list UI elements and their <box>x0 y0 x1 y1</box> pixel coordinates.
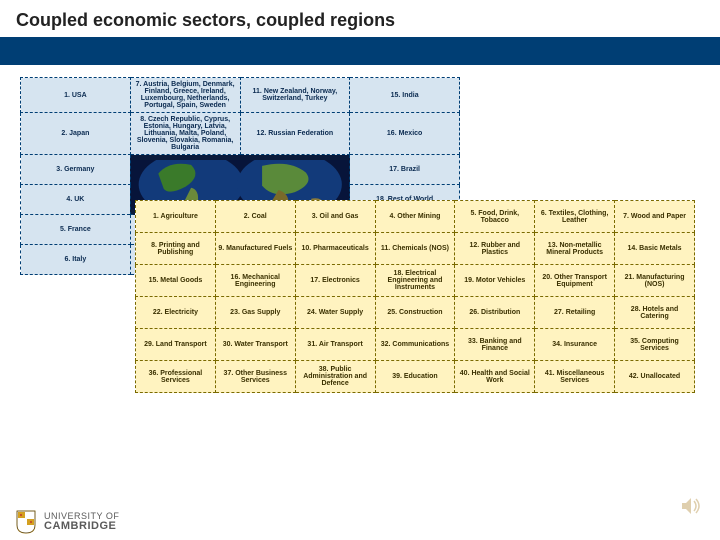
sector-cell: 21. Manufacturing (NOS) <box>615 265 695 297</box>
region-cell: 5. France <box>21 215 131 245</box>
sector-cell: 3. Oil and Gas <box>295 201 375 233</box>
sector-cell: 9. Manufactured Fuels <box>215 233 295 265</box>
sector-cell: 41. Miscellaneous Services <box>535 361 615 393</box>
sector-cell: 42. Unallocated <box>615 361 695 393</box>
sector-cell: 1. Agriculture <box>136 201 216 233</box>
sector-cell: 31. Air Transport <box>295 329 375 361</box>
sector-cell: 29. Land Transport <box>136 329 216 361</box>
sector-cell: 11. Chemicals (NOS) <box>375 233 455 265</box>
content-area: 1. USA7. Austria, Belgium, Denmark, Finl… <box>0 65 720 285</box>
region-cell: 15. India <box>350 78 460 113</box>
sector-cell: 23. Gas Supply <box>215 297 295 329</box>
sector-cell: 8. Printing and Publishing <box>136 233 216 265</box>
sectors-table: 1. Agriculture2. Coal3. Oil and Gas4. Ot… <box>135 200 695 393</box>
sector-cell: 6. Textiles, Clothing, Leather <box>535 201 615 233</box>
sector-cell: 13. Non-metallic Mineral Products <box>535 233 615 265</box>
sector-cell: 25. Construction <box>375 297 455 329</box>
sector-cell: 22. Electricity <box>136 297 216 329</box>
sector-cell: 20. Other Transport Equipment <box>535 265 615 297</box>
university-wordmark: UNIVERSITY OF CAMBRIDGE <box>44 512 119 533</box>
sector-cell: 40. Health and Social Work <box>455 361 535 393</box>
university-line2: CAMBRIDGE <box>44 521 119 533</box>
sector-cell: 2. Coal <box>215 201 295 233</box>
sector-cell: 27. Retailing <box>535 297 615 329</box>
sector-cell: 33. Banking and Finance <box>455 329 535 361</box>
region-cell: 17. Brazil <box>350 155 460 185</box>
sector-cell: 26. Distribution <box>455 297 535 329</box>
sector-cell: 24. Water Supply <box>295 297 375 329</box>
sector-cell: 30. Water Transport <box>215 329 295 361</box>
region-cell: 1. USA <box>21 78 131 113</box>
region-cell: 16. Mexico <box>350 113 460 155</box>
region-cell: 11. New Zealand, Norway, Switzerland, Tu… <box>240 78 350 113</box>
title-underline-band <box>0 37 720 65</box>
sector-cell: 7. Wood and Paper <box>615 201 695 233</box>
sector-cell: 28. Hotels and Catering <box>615 297 695 329</box>
region-cell: 8. Czech Republic, Cyprus, Estonia, Hung… <box>130 113 240 155</box>
sector-cell: 32. Communications <box>375 329 455 361</box>
sector-cell: 18. Electrical Engineering and Instrumen… <box>375 265 455 297</box>
region-cell: 4. UK <box>21 185 131 215</box>
university-shield-icon <box>16 510 36 534</box>
sound-icon <box>680 496 702 516</box>
sector-cell: 39. Education <box>375 361 455 393</box>
sector-cell: 17. Electronics <box>295 265 375 297</box>
region-cell: 2. Japan <box>21 113 131 155</box>
region-cell: 6. Italy <box>21 245 131 275</box>
sector-cell: 5. Food, Drink, Tobacco <box>455 201 535 233</box>
sector-cell: 38. Public Administration and Defence <box>295 361 375 393</box>
sector-cell: 36. Professional Services <box>136 361 216 393</box>
region-cell: 3. Germany <box>21 155 131 185</box>
sectors-panel: 1. Agriculture2. Coal3. Oil and Gas4. Ot… <box>135 200 695 393</box>
slide-title: Coupled economic sectors, coupled region… <box>0 0 720 37</box>
sector-cell: 16. Mechanical Engineering <box>215 265 295 297</box>
sector-cell: 37. Other Business Services <box>215 361 295 393</box>
sector-cell: 19. Motor Vehicles <box>455 265 535 297</box>
region-cell: 7. Austria, Belgium, Denmark, Finland, G… <box>130 78 240 113</box>
sector-cell: 4. Other Mining <box>375 201 455 233</box>
region-cell: 12. Russian Federation <box>240 113 350 155</box>
footer: UNIVERSITY OF CAMBRIDGE <box>0 504 720 540</box>
sector-cell: 12. Rubber and Plastics <box>455 233 535 265</box>
sector-cell: 15. Metal Goods <box>136 265 216 297</box>
sector-cell: 10. Pharmaceuticals <box>295 233 375 265</box>
sector-cell: 14. Basic Metals <box>615 233 695 265</box>
sector-cell: 34. Insurance <box>535 329 615 361</box>
sector-cell: 35. Computing Services <box>615 329 695 361</box>
